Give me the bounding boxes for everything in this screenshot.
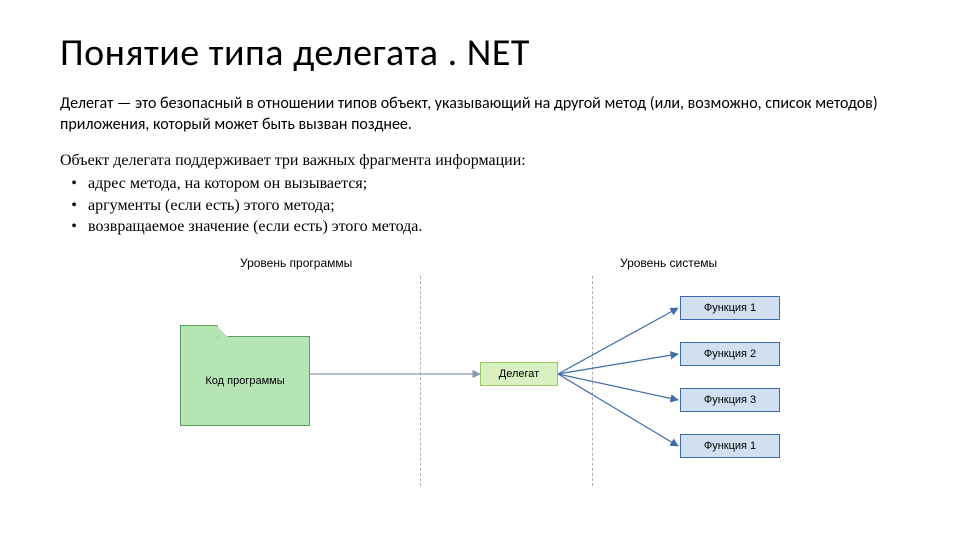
divider-line-2 — [592, 276, 593, 486]
bullet-list: адрес метода, на котором он вызывается; … — [60, 173, 900, 238]
paragraph-1: Делегат — это безопасный в отношении тип… — [60, 94, 900, 136]
func-box-label: Функция 3 — [704, 394, 756, 406]
slide-title: Понятие типа делегата . NET — [60, 30, 900, 76]
func-box-4: Функция 1 — [680, 434, 780, 458]
list-item: возвращаемое значение (если есть) этого … — [60, 216, 900, 238]
func-box-1: Функция 1 — [680, 296, 780, 320]
func-box-label: Функция 1 — [704, 440, 756, 452]
line-fan-2 — [558, 354, 678, 374]
list-intro: Объект делегата поддерживает три важных … — [60, 150, 900, 172]
label-system-level: Уровень системы — [620, 256, 717, 270]
delegate-diagram: Уровень программы Уровень системы Код пр… — [120, 256, 840, 506]
divider-line-1 — [420, 276, 421, 486]
code-box-label: Код программы — [205, 375, 284, 387]
list-item: адрес метода, на котором он вызывается; — [60, 173, 900, 195]
line-fan-3 — [558, 374, 678, 400]
func-box-2: Функция 2 — [680, 342, 780, 366]
func-box-label: Функция 1 — [704, 302, 756, 314]
label-program-level: Уровень программы — [240, 256, 352, 270]
delegate-box-label: Делегат — [499, 368, 539, 380]
delegate-box: Делегат — [480, 362, 558, 386]
line-fan-4 — [558, 374, 678, 446]
func-box-label: Функция 2 — [704, 348, 756, 360]
line-fan-1 — [558, 308, 678, 374]
list-item: аргументы (если есть) этого метода; — [60, 195, 900, 217]
func-box-3: Функция 3 — [680, 388, 780, 412]
code-box: Код программы — [180, 336, 310, 426]
